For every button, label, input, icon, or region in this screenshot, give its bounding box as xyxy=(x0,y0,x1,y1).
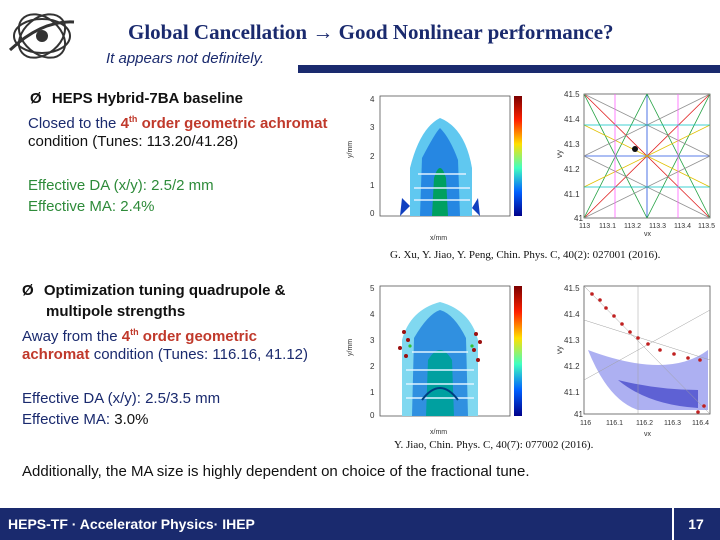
tune1-ylabel: νy xyxy=(555,150,564,158)
tune1-ytick: 41 xyxy=(574,214,583,223)
conclusion-text: Additionally, the MA size is highly depe… xyxy=(22,463,530,480)
da2-ytick: 2 xyxy=(370,362,375,371)
section1-ma: Effective MA: 2.4% xyxy=(28,198,155,215)
slide-title: Global Cancellation → Good Nonlinear per… xyxy=(128,20,614,44)
tune1-xtick: 113.1 xyxy=(599,223,616,230)
tune2-ytick: 41.2 xyxy=(564,362,580,371)
section2-line1: Away from the 4th order geometric xyxy=(22,327,257,345)
section2-heading: Ø Optimization tuning quadrupole & xyxy=(22,282,286,299)
tune1-xtick: 113.2 xyxy=(624,223,641,230)
section2-ma: Effective MA: 3.0% xyxy=(22,411,149,428)
footer-text: HEPS-TF · Accelerator Physics· IHEP xyxy=(8,516,255,532)
arrow-right-icon: → xyxy=(312,20,334,44)
tune-point xyxy=(632,146,638,152)
tune1-xlabel: νx xyxy=(644,231,652,238)
section2-da-plot: y/mm x/mm 5 4 3 2 1 0 xyxy=(347,284,522,436)
tune1-xtick: 113 xyxy=(579,223,590,230)
tune2-ytick: 41.5 xyxy=(564,284,580,293)
da1-ytick: 0 xyxy=(370,209,375,218)
da2-ytick: 3 xyxy=(370,336,375,345)
section1-reference: G. Xu, Y. Jiao, Y. Peng, Chin. Phys. C, … xyxy=(390,249,661,261)
section2-reference: Y. Jiao, Chin. Phys. C, 40(7): 077002 (2… xyxy=(394,439,594,451)
da1-ytick: 3 xyxy=(370,123,375,132)
tune2-ylabel: νy xyxy=(555,346,564,354)
section2-tune-plot: νy νx 41.5 41.4 41.3 41.2 41.1 41 116 11… xyxy=(555,284,711,438)
da2-ytick: 4 xyxy=(370,310,375,319)
tune1-xtick: 113.4 xyxy=(674,223,691,230)
da1-ytick: 4 xyxy=(370,95,375,104)
title-underline-bar xyxy=(298,65,720,73)
section1-heading: Ø HEPS Hybrid-7BA baseline xyxy=(30,90,244,107)
tune2-xtick: 116.2 xyxy=(636,420,653,427)
section2-line2: achromat condition (Tunes: 116.16, 41.12… xyxy=(22,346,309,363)
tune1-ytick: 41.2 xyxy=(564,165,580,174)
ihep-logo-icon xyxy=(8,13,75,59)
page-number: 17 xyxy=(688,516,704,532)
tune2-ytick: 41.1 xyxy=(564,388,580,397)
da2-ytick: 0 xyxy=(370,411,375,420)
tune1-ytick: 41.5 xyxy=(564,90,580,99)
tune2-ytick: 41 xyxy=(574,410,583,419)
da1-ytick: 1 xyxy=(370,181,375,190)
bullet-arrow-icon: Ø xyxy=(30,90,42,107)
da2-xlabel: x/mm xyxy=(430,429,447,436)
da1-ylabel: y/mm xyxy=(347,141,354,158)
section1-tune-plot: νy νx 41.5 41.4 41.3 41.2 41.1 41 113 11… xyxy=(555,90,715,238)
da2-ytick: 5 xyxy=(370,284,375,293)
tune1-ytick: 41.1 xyxy=(564,190,580,199)
tune2-ytick: 41.4 xyxy=(564,310,580,319)
section1-line1: Closed to the 4th order geometric achrom… xyxy=(28,114,328,132)
tune2-xtick: 116.3 xyxy=(664,420,681,427)
slide-subtitle: It appears not definitely. xyxy=(106,50,265,67)
da2-ytick: 1 xyxy=(370,388,375,397)
tune2-xtick: 116 xyxy=(580,420,591,427)
section1-da-plot: y/mm x/mm 4 3 2 1 0 xyxy=(347,95,522,242)
tune2-xtick: 116.1 xyxy=(606,420,623,427)
section1-line2: condition (Tunes: 113.20/41.28) xyxy=(28,133,239,150)
footer-bar xyxy=(0,508,720,540)
bullet-arrow-icon: Ø xyxy=(22,282,34,299)
tune1-ytick: 41.3 xyxy=(564,140,580,149)
da2-ylabel: y/mm xyxy=(347,339,354,356)
tune2-xtick: 116.4 xyxy=(692,420,709,427)
tune2-xlabel: νx xyxy=(644,431,652,438)
section2-heading-cont: multipole strengths xyxy=(46,303,186,320)
da1-ytick: 2 xyxy=(370,152,375,161)
section1-da: Effective DA (x/y): 2.5/2 mm xyxy=(28,177,214,194)
tune1-ytick: 41.4 xyxy=(564,115,580,124)
tune1-xtick: 113.5 xyxy=(698,223,715,230)
section2-da: Effective DA (x/y): 2.5/3.5 mm xyxy=(22,390,221,407)
da1-xlabel: x/mm xyxy=(430,235,447,242)
tune1-xtick: 113.3 xyxy=(649,223,666,230)
tune2-ytick: 41.3 xyxy=(564,336,580,345)
page-number-box xyxy=(672,508,720,540)
